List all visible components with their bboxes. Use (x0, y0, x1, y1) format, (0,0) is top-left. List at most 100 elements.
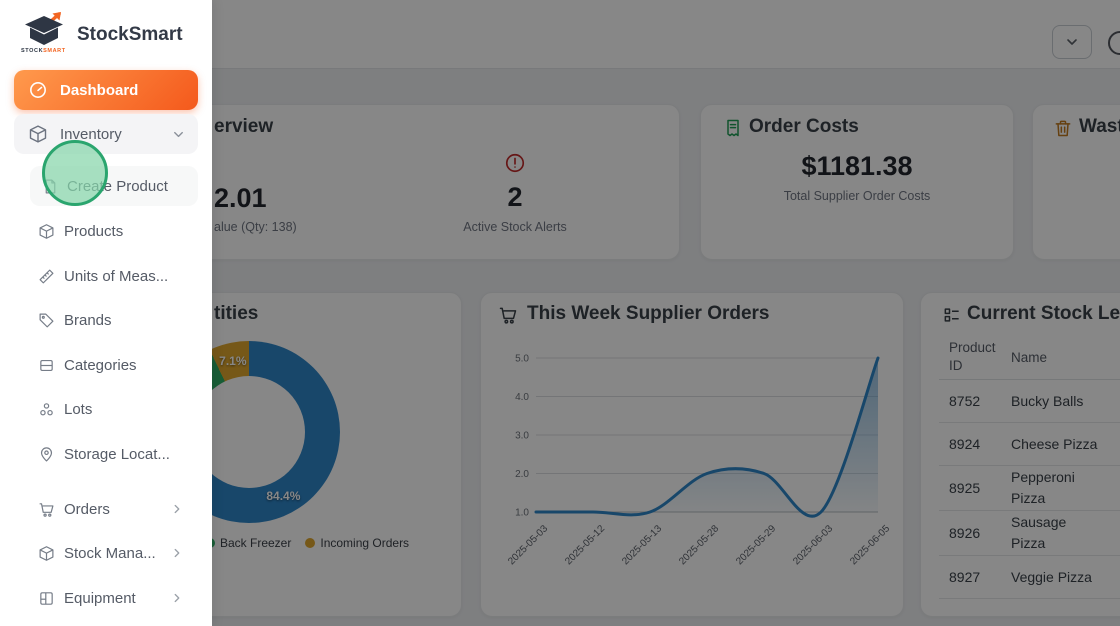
donut-slice-label: 7.1% (219, 353, 247, 368)
logo-caption: STOCKSMART (21, 48, 66, 54)
supplier-orders-title: This Week Supplier Orders (527, 303, 770, 324)
box-icon (38, 545, 55, 562)
sidebar-item-label: Categories (64, 356, 137, 374)
sidebar-item-label: Storage Locat... (64, 445, 170, 463)
cell-name: Bucky Balls (1011, 392, 1084, 409)
sidebar-item-equipment[interactable]: Equipment (38, 585, 184, 611)
box-icon (28, 124, 48, 144)
chevron-right-icon (170, 591, 184, 605)
order-costs-title: Order Costs (749, 116, 859, 137)
sidebar-item-label: Equipment (64, 589, 136, 607)
current-stock-title-fragment: Current Stock Le (967, 303, 1120, 324)
cell-name: Pepperoni Pizza (1011, 469, 1075, 506)
svg-text:3.0: 3.0 (515, 431, 529, 442)
cart-icon (498, 305, 518, 325)
alerts-caption: Active Stock Alerts (463, 220, 567, 234)
cell-product-id: 8752 (949, 393, 981, 409)
sidebar-item-storage-locations[interactable]: Storage Locat... (38, 441, 184, 467)
stocksmart-logo-icon (20, 12, 68, 48)
chevron-down-icon (171, 127, 186, 142)
table-row[interactable]: 8925 Pepperoni Pizza (939, 466, 1120, 511)
chevron-down-icon (1064, 34, 1080, 50)
legend-label: Back Freezer (220, 536, 292, 550)
sidebar-item-dashboard[interactable]: Dashboard (14, 70, 198, 110)
cell-product-id: 8924 (949, 436, 981, 452)
chevron-right-icon (170, 546, 184, 560)
column-product-id: Product ID (949, 340, 996, 373)
sidebar: STOCKSMART StockSmart Dashboard Inventor… (0, 0, 212, 626)
donut-slice-label: 84.4% (266, 489, 301, 504)
cell-name: Sausage Pizza (1011, 514, 1067, 551)
svg-text:4.0: 4.0 (515, 392, 529, 403)
order-costs-caption: Total Supplier Order Costs (783, 189, 931, 203)
inventory-value-caption-fragment: alue (Qty: 138) (214, 220, 297, 234)
table-row[interactable]: 8927 Veggie Pizza (939, 556, 1120, 599)
legend-label: Incoming Orders (320, 536, 410, 550)
box-icon (38, 223, 55, 240)
click-hotspot-indicator[interactable] (42, 140, 108, 206)
cell-product-id: 8925 (949, 480, 981, 496)
wastage-title-fragment: Wast (1079, 116, 1120, 137)
legend-dot-gold (305, 538, 316, 548)
ruler-icon (38, 268, 55, 285)
order-costs-card: Order Costs $1181.38 Total Supplier Orde… (700, 104, 1014, 260)
order-costs-value: $1181.38 (801, 151, 913, 181)
sidebar-item-label: Products (64, 222, 124, 240)
sidebar-item-categories[interactable]: Categories (38, 352, 184, 378)
sidebar-item-products[interactable]: Products (38, 218, 184, 244)
sidebar-item-label: Lots (64, 400, 93, 418)
cluster-icon (38, 401, 55, 418)
donut-legend: Back Freezer Incoming Orders (205, 536, 409, 550)
sidebar-item-stock-management[interactable]: Stock Mana... (38, 540, 184, 566)
sidebar-item-orders[interactable]: Orders (38, 496, 184, 522)
current-stock-card: Current Stock Le Product ID Name 8752 Bu… (920, 292, 1120, 617)
logo-caption-dark: STOCK (21, 48, 44, 54)
logo-caption-orange: SMART (43, 48, 66, 54)
cell-product-id: 8927 (949, 569, 981, 585)
table-row[interactable]: 8924 Cheese Pizza (939, 423, 1120, 466)
table-row[interactable]: 8926 Sausage Pizza (939, 511, 1120, 556)
cell-name: Veggie Pizza (1011, 568, 1092, 585)
rows-icon (38, 357, 55, 374)
trash-icon (1053, 118, 1073, 138)
sidebar-item-brands[interactable]: Brands (38, 307, 184, 333)
svg-text:1.0: 1.0 (515, 508, 529, 519)
dim-overlay (212, 0, 1120, 626)
supplier-orders-card: This Week Supplier Orders 5.0 4.0 3.0 2.0 1.… (480, 292, 904, 617)
gauge-icon (28, 80, 48, 100)
alert-icon (504, 152, 526, 174)
sidebar-item-label: Orders (64, 500, 110, 518)
svg-text:2.0: 2.0 (515, 469, 529, 480)
stock-table: Product ID Name 8752 Bucky Balls 8924 Ch… (939, 335, 1120, 599)
sidebar-item-inventory[interactable]: Inventory (14, 114, 198, 154)
sidebar-item-label: Inventory (60, 125, 122, 143)
brand-name: StockSmart (77, 24, 183, 45)
cell-name: Cheese Pizza (1011, 435, 1098, 452)
sidebar-item-label: Brands (64, 311, 112, 329)
cell-product-id: 8926 (949, 525, 981, 541)
sidebar-item-label: Dashboard (60, 81, 139, 99)
inventory-overview-title-fragment: erview (214, 116, 274, 137)
topbar-dropdown[interactable] (1052, 25, 1092, 59)
legend-item-incoming-orders[interactable]: Incoming Orders (305, 536, 409, 550)
inventory-value-fragment: 2.01 (214, 183, 267, 213)
tag-icon (38, 312, 55, 329)
sidebar-item-label: Units of Meas... (64, 267, 169, 285)
alerts-count: 2 (507, 182, 523, 212)
stock-table-header: Product ID Name (939, 335, 1120, 380)
chevron-right-icon (170, 502, 184, 516)
list-icon (942, 305, 962, 325)
sidebar-item-label: Stock Mana... (64, 544, 156, 562)
sidebar-item-lots[interactable]: Lots (38, 396, 184, 422)
wastage-card: Wast (1032, 104, 1120, 260)
column-name: Name (1011, 349, 1048, 365)
storage-quantities-card: tities 84.4% 7.1% Back Freezer Incoming O… (36, 292, 462, 617)
svg-text:5.0: 5.0 (515, 354, 529, 365)
cart-icon (38, 501, 55, 518)
panel-icon (38, 590, 55, 607)
sidebar-item-units-of-measure[interactable]: Units of Meas... (38, 263, 184, 289)
receipt-icon (723, 118, 743, 138)
storage-quantities-title-fragment: tities (214, 303, 259, 324)
table-row[interactable]: 8752 Bucky Balls (939, 380, 1120, 423)
